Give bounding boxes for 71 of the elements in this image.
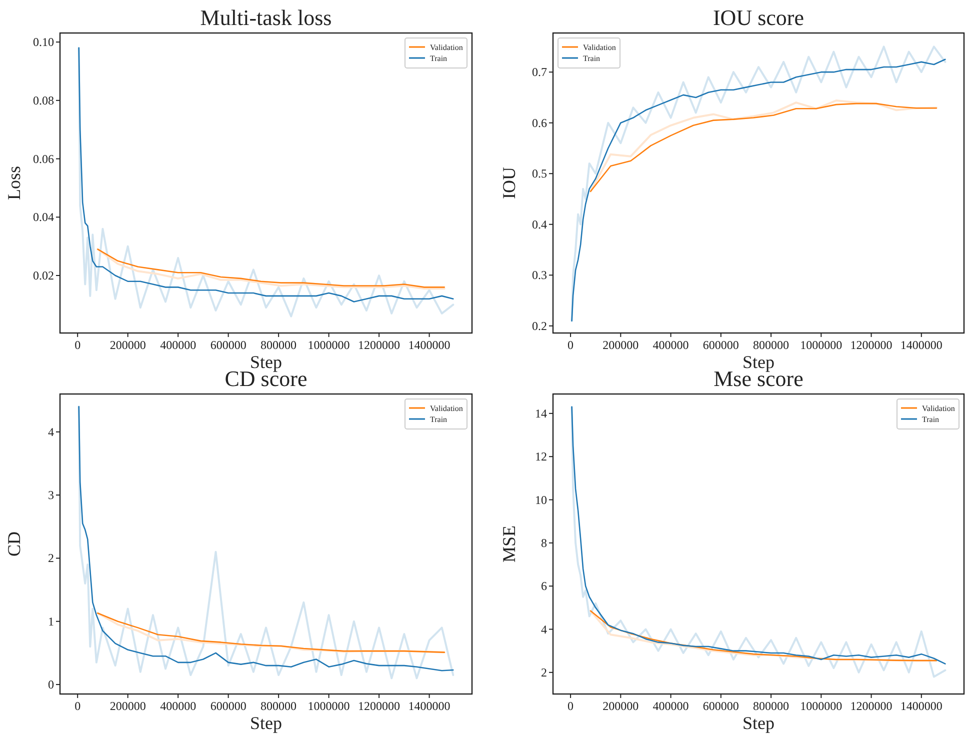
x-tick-label: 1400000 bbox=[900, 699, 942, 713]
y-tick-label: 0.2 bbox=[532, 318, 547, 333]
x-tick-label: 1400000 bbox=[408, 699, 450, 713]
x-tick-label: 400000 bbox=[652, 338, 689, 352]
y-axis-title: CD bbox=[4, 531, 24, 557]
legend-label: Train bbox=[583, 54, 600, 63]
x-tick-label: 600000 bbox=[210, 338, 246, 352]
y-tick-label: 14 bbox=[535, 406, 547, 420]
x-tick-label: 1200000 bbox=[850, 699, 892, 713]
y-tick-label: 8 bbox=[541, 536, 547, 550]
y-tick-label: 0.3 bbox=[532, 268, 547, 282]
y-tick-label: 0.06 bbox=[33, 152, 54, 166]
y-tick-label: 12 bbox=[535, 450, 547, 464]
y-tick-label: 0.10 bbox=[33, 35, 54, 50]
x-tick-label: 1000000 bbox=[800, 699, 842, 713]
x-tick-label: 200000 bbox=[110, 699, 146, 713]
x-tick-label: 800000 bbox=[753, 338, 790, 352]
y-tick-label: 0.04 bbox=[33, 210, 54, 224]
y-tick-label: 4 bbox=[48, 424, 54, 439]
legend-label: Validation bbox=[430, 43, 463, 52]
x-tick-label: 200000 bbox=[110, 338, 146, 352]
chart-title: Multi-task loss bbox=[200, 5, 332, 30]
x-tick-label: 200000 bbox=[602, 699, 639, 713]
x-tick-label: 400000 bbox=[652, 699, 689, 713]
chart-title: IOU score bbox=[712, 5, 804, 30]
x-axis-title: Step bbox=[250, 713, 282, 733]
legend-label: Validation bbox=[583, 43, 616, 52]
x-tick-label: 400000 bbox=[160, 699, 196, 713]
x-tick-label: 1200000 bbox=[358, 338, 400, 352]
y-tick-label: 0.5 bbox=[532, 166, 547, 181]
y-tick-label: 0.6 bbox=[532, 116, 547, 130]
x-tick-label: 1200000 bbox=[358, 699, 400, 713]
y-tick-label: 6 bbox=[541, 579, 547, 594]
x-tick-label: 0 bbox=[568, 338, 574, 352]
y-tick-label: 1 bbox=[48, 614, 54, 628]
y-axis-title: IOU bbox=[499, 167, 519, 199]
x-tick-label: 200000 bbox=[602, 338, 639, 352]
x-tick-label: 0 bbox=[74, 699, 81, 713]
y-tick-label: 0 bbox=[48, 678, 54, 692]
x-tick-label: 600000 bbox=[702, 699, 739, 713]
x-tick-label: 1000000 bbox=[800, 338, 842, 352]
y-tick-label: 0.7 bbox=[532, 65, 547, 80]
x-tick-label: 0 bbox=[74, 338, 81, 352]
x-tick-label: 800000 bbox=[260, 699, 297, 713]
x-tick-label: 1000000 bbox=[308, 699, 350, 713]
x-axis-title: Step bbox=[742, 713, 775, 733]
y-axis-title: Loss bbox=[4, 166, 24, 200]
x-tick-label: 1400000 bbox=[408, 338, 450, 352]
y-tick-label: 2 bbox=[48, 551, 54, 566]
y-tick-label: 10 bbox=[535, 492, 547, 507]
x-tick-label: 0 bbox=[568, 699, 574, 713]
y-axis-title: MSE bbox=[499, 525, 519, 563]
y-tick-label: 2 bbox=[541, 665, 547, 680]
legend-label: Train bbox=[430, 415, 448, 424]
legend-label: Validation bbox=[922, 404, 955, 413]
x-tick-label: 400000 bbox=[160, 338, 196, 352]
x-tick-label: 1400000 bbox=[900, 338, 942, 352]
y-tick-label: 0.08 bbox=[33, 93, 54, 108]
y-tick-label: 4 bbox=[541, 622, 547, 636]
x-tick-label: 600000 bbox=[210, 699, 246, 713]
y-tick-label: 0.02 bbox=[33, 268, 54, 283]
legend-label: Validation bbox=[430, 404, 463, 413]
x-tick-label: 800000 bbox=[260, 338, 297, 352]
x-tick-label: 1200000 bbox=[850, 338, 892, 352]
x-tick-label: 800000 bbox=[753, 699, 790, 713]
legend-label: Train bbox=[922, 415, 940, 424]
y-tick-label: 0.4 bbox=[532, 217, 547, 232]
y-tick-label: 3 bbox=[48, 488, 54, 502]
x-tick-label: 1000000 bbox=[308, 338, 350, 352]
legend-label: Train bbox=[430, 54, 448, 63]
x-tick-label: 600000 bbox=[702, 338, 739, 352]
